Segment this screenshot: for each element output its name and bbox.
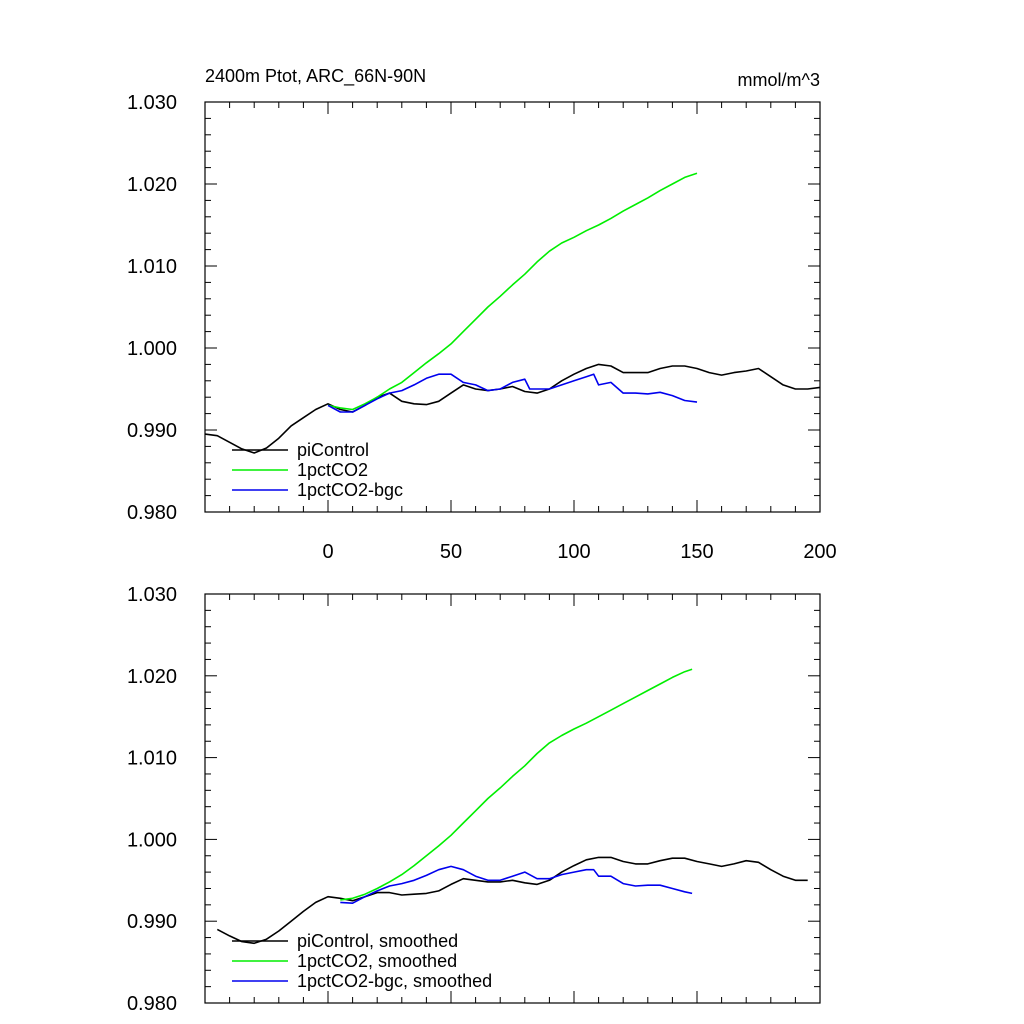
bottom-legend-label-3: 1pctCO2-bgc, smoothed	[297, 971, 492, 991]
bottom-series-line-1	[216, 856, 808, 945]
top-x-tick-label: 0	[322, 541, 333, 563]
bottom-legend-label-2: 1pctCO2, smoothed	[297, 951, 457, 971]
bottom-plot-frame	[204, 593, 821, 1004]
bottom-legend-label-1: piControl, smoothed	[297, 931, 458, 951]
top-chart-axes: 0.980 0.990 1.000 1.010 1.020 1.030 0 50 100 150 2…	[127, 92, 837, 563]
bottom-chart-axes: 0.980 0.990 1.000 1.010 1.020 1.030	[127, 584, 821, 1015]
top-chart-units: mmol/m^3	[738, 70, 820, 90]
top-y-tick-label: 1.000	[127, 338, 177, 360]
bottom-y-tick-label: 0.990	[127, 911, 177, 933]
bottom-y-tick-label: 1.030	[127, 584, 177, 606]
top-x-tick-label: 200	[803, 541, 836, 563]
top-series-line-2	[327, 172, 698, 411]
top-series-line-1	[204, 363, 821, 454]
top-series-line-3	[327, 373, 698, 413]
top-y-tick-label: 0.990	[127, 420, 177, 442]
top-legend-label-1: piControl	[297, 440, 369, 460]
bottom-y-tick-label: 1.000	[127, 829, 177, 851]
top-chart-lines	[204, 172, 821, 454]
bottom-chart-panel: 0.980 0.990 1.000 1.010 1.020 1.030 piControl…	[127, 584, 821, 1015]
bottom-series-line-2	[340, 668, 693, 901]
bottom-y-tick-label: 1.010	[127, 748, 177, 770]
top-chart-panel: 2400m Ptot, ARC_66N-90N mmol/m^3 0.9800.…	[127, 66, 837, 563]
top-legend-label-2: 1pctCO2	[297, 460, 368, 480]
top-y-tick-label: 1.030	[127, 92, 177, 114]
top-x-tick-label: 150	[680, 541, 713, 563]
top-legend-label-3: 1pctCO2-bgc	[297, 480, 403, 500]
top-x-tick-label: 100	[557, 541, 590, 563]
top-chart-title: 2400m Ptot, ARC_66N-90N	[205, 66, 426, 87]
top-plot-frame	[204, 101, 821, 513]
top-y-tick-label: 1.020	[127, 174, 177, 196]
top-x-tick-label: 50	[440, 541, 462, 563]
top-y-tick-label: 1.010	[127, 256, 177, 278]
bottom-series-line-3	[340, 865, 693, 905]
bottom-y-tick-label: 0.980	[127, 993, 177, 1015]
bottom-y-tick-label: 1.020	[127, 666, 177, 688]
top-y-tick-label: 0.980	[127, 502, 177, 524]
bottom-chart-lines	[216, 668, 808, 945]
